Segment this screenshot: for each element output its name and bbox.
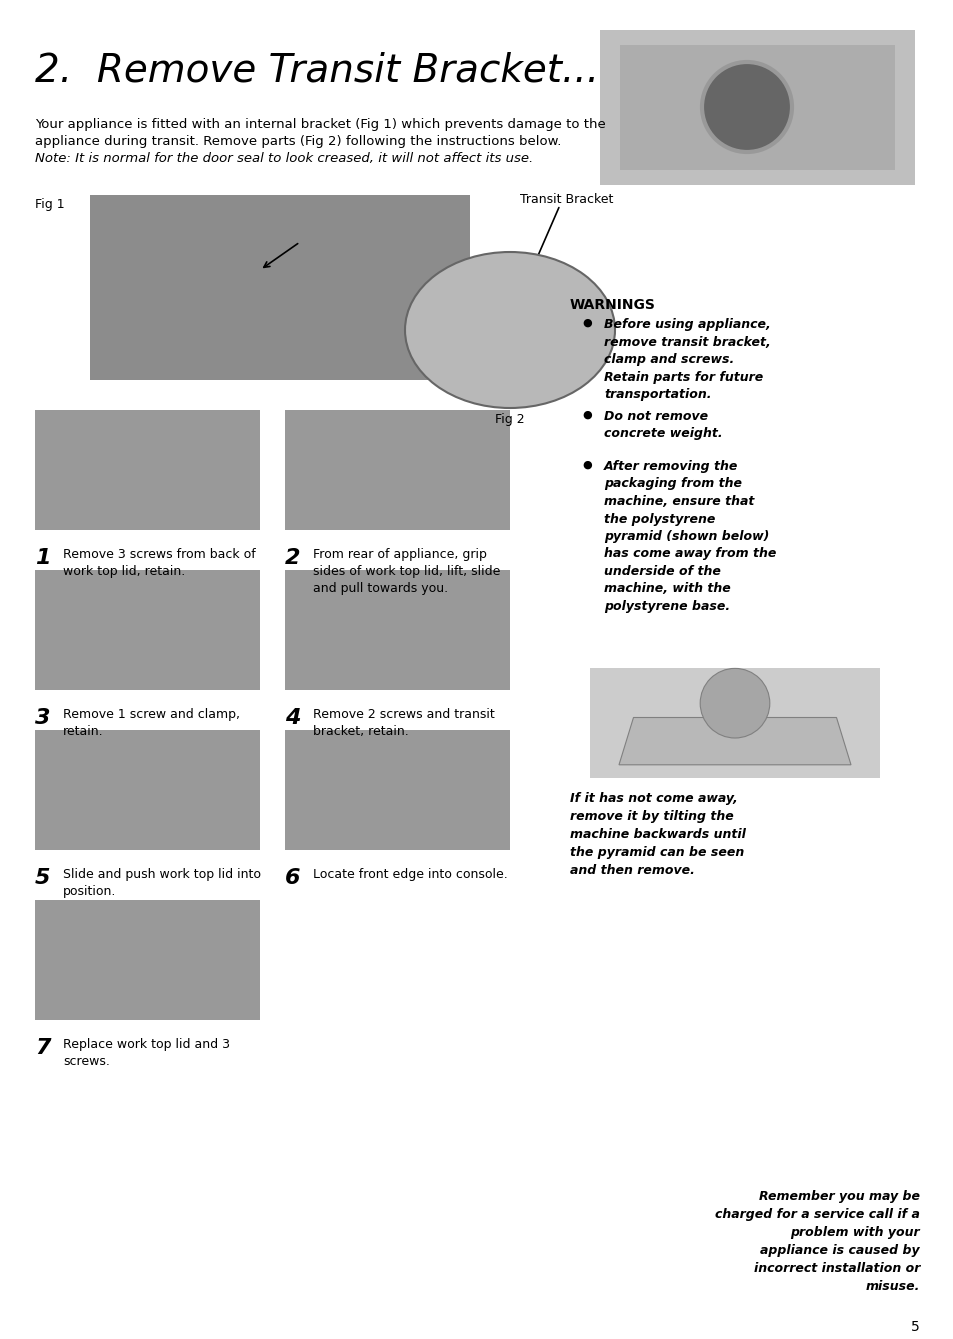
Bar <box>90 195 470 380</box>
Text: Replace work top lid and 3
screws.: Replace work top lid and 3 screws. <box>63 1038 230 1069</box>
Text: ●: ● <box>581 461 591 470</box>
Text: From rear of appliance, grip
sides of work top lid, lift, slide
and pull towards: From rear of appliance, grip sides of wo… <box>313 548 500 595</box>
Text: Remove 2 screws and transit
bracket, retain.: Remove 2 screws and transit bracket, ret… <box>313 708 495 738</box>
Text: 7: 7 <box>35 1038 51 1058</box>
Text: Your appliance is fitted with an internal bracket (Fig 1) which prevents damage : Your appliance is fitted with an interna… <box>35 118 605 131</box>
Text: Note: It is normal for the door seal to look creased, it will not affect its use: Note: It is normal for the door seal to … <box>35 153 533 165</box>
Text: WARNINGS: WARNINGS <box>569 299 655 312</box>
Text: 3: 3 <box>35 708 51 728</box>
Text: Remove 3 screws from back of
work top lid, retain.: Remove 3 screws from back of work top li… <box>63 548 255 578</box>
Bar <box>35 570 260 690</box>
Text: ●: ● <box>581 410 591 420</box>
Text: 2.  Remove Transit Bracket...: 2. Remove Transit Bracket... <box>35 52 598 90</box>
Text: 2: 2 <box>285 548 300 568</box>
Text: Fig 1: Fig 1 <box>35 198 65 212</box>
Text: Do not remove
concrete weight.: Do not remove concrete weight. <box>603 410 721 441</box>
Text: appliance during transit. Remove parts (Fig 2) following the instructions below.: appliance during transit. Remove parts (… <box>35 135 560 149</box>
Text: Locate front edge into console.: Locate front edge into console. <box>313 868 507 881</box>
Ellipse shape <box>405 252 615 408</box>
Text: ●: ● <box>581 317 591 328</box>
Bar <box>599 29 914 185</box>
Text: 5: 5 <box>910 1320 919 1334</box>
Circle shape <box>701 62 791 153</box>
Text: 5: 5 <box>35 868 51 888</box>
Text: After removing the
packaging from the
machine, ensure that
the polystyrene
pyram: After removing the packaging from the ma… <box>603 461 776 613</box>
Bar <box>285 730 510 850</box>
Bar <box>285 410 510 530</box>
Bar <box>35 730 260 850</box>
Text: Remember you may be
charged for a service call if a
problem with your
appliance : Remember you may be charged for a servic… <box>715 1190 919 1293</box>
Text: 6: 6 <box>285 868 300 888</box>
Polygon shape <box>618 718 850 765</box>
Bar <box>35 410 260 530</box>
Text: Slide and push work top lid into
position.: Slide and push work top lid into positio… <box>63 868 261 898</box>
Bar <box>285 570 510 690</box>
Bar <box>589 668 879 778</box>
Text: Before using appliance,
remove transit bracket,
clamp and screws.
Retain parts f: Before using appliance, remove transit b… <box>603 317 770 400</box>
Text: Fig 2: Fig 2 <box>495 412 524 426</box>
Text: If it has not come away,
remove it by tilting the
machine backwards until
the py: If it has not come away, remove it by ti… <box>569 791 745 877</box>
Text: 4: 4 <box>285 708 300 728</box>
Circle shape <box>700 668 769 738</box>
Text: Transit Bracket: Transit Bracket <box>519 193 613 206</box>
Text: Remove 1 screw and clamp,
retain.: Remove 1 screw and clamp, retain. <box>63 708 240 738</box>
Bar <box>619 46 894 170</box>
Text: 1: 1 <box>35 548 51 568</box>
Bar <box>35 900 260 1020</box>
